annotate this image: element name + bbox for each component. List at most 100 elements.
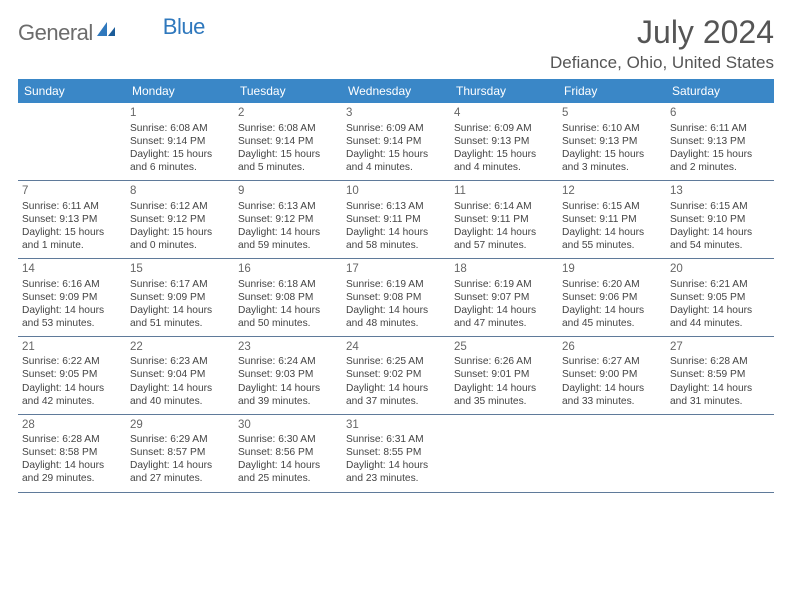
day-details: Sunrise: 6:08 AMSunset: 9:14 PMDaylight:… xyxy=(130,122,230,174)
day-number: 20 xyxy=(670,262,770,277)
sunset-text: Sunset: 9:13 PM xyxy=(670,135,770,148)
sunrise-text: Sunrise: 6:15 AM xyxy=(670,200,770,213)
sunrise-text: Sunrise: 6:25 AM xyxy=(346,355,446,368)
calendar-cell: 12Sunrise: 6:15 AMSunset: 9:11 PMDayligh… xyxy=(558,180,666,258)
calendar-row: 7Sunrise: 6:11 AMSunset: 9:13 PMDaylight… xyxy=(18,180,774,258)
day-details: Sunrise: 6:30 AMSunset: 8:56 PMDaylight:… xyxy=(238,433,338,485)
daylight-text: and 54 minutes. xyxy=(670,239,770,252)
daylight-text: Daylight: 15 hours xyxy=(238,148,338,161)
daylight-text: and 25 minutes. xyxy=(238,472,338,485)
sunset-text: Sunset: 9:05 PM xyxy=(670,291,770,304)
calendar-row: 14Sunrise: 6:16 AMSunset: 9:09 PMDayligh… xyxy=(18,258,774,336)
daylight-text: Daylight: 15 hours xyxy=(22,226,122,239)
sunrise-text: Sunrise: 6:26 AM xyxy=(454,355,554,368)
day-number: 30 xyxy=(238,418,338,433)
day-number: 1 xyxy=(130,106,230,121)
calendar-cell: 8Sunrise: 6:12 AMSunset: 9:12 PMDaylight… xyxy=(126,180,234,258)
calendar-cell: 1Sunrise: 6:08 AMSunset: 9:14 PMDaylight… xyxy=(126,103,234,180)
daylight-text: and 5 minutes. xyxy=(238,161,338,174)
daylight-text: and 51 minutes. xyxy=(130,317,230,330)
day-header: Wednesday xyxy=(342,79,450,103)
day-details: Sunrise: 6:28 AMSunset: 8:59 PMDaylight:… xyxy=(670,355,770,407)
day-details: Sunrise: 6:13 AMSunset: 9:11 PMDaylight:… xyxy=(346,200,446,252)
sunrise-text: Sunrise: 6:11 AM xyxy=(22,200,122,213)
sunrise-text: Sunrise: 6:28 AM xyxy=(22,433,122,446)
daylight-text: and 53 minutes. xyxy=(22,317,122,330)
sunset-text: Sunset: 9:12 PM xyxy=(238,213,338,226)
calendar-cell: 4Sunrise: 6:09 AMSunset: 9:13 PMDaylight… xyxy=(450,103,558,180)
daylight-text: Daylight: 14 hours xyxy=(562,304,662,317)
day-number: 12 xyxy=(562,184,662,199)
day-details: Sunrise: 6:29 AMSunset: 8:57 PMDaylight:… xyxy=(130,433,230,485)
calendar-cell: 19Sunrise: 6:20 AMSunset: 9:06 PMDayligh… xyxy=(558,258,666,336)
sunrise-text: Sunrise: 6:08 AM xyxy=(238,122,338,135)
sunrise-text: Sunrise: 6:18 AM xyxy=(238,278,338,291)
sunrise-text: Sunrise: 6:24 AM xyxy=(238,355,338,368)
calendar-cell: 30Sunrise: 6:30 AMSunset: 8:56 PMDayligh… xyxy=(234,414,342,492)
sunset-text: Sunset: 9:11 PM xyxy=(346,213,446,226)
day-number: 3 xyxy=(346,106,446,121)
calendar-cell: 16Sunrise: 6:18 AMSunset: 9:08 PMDayligh… xyxy=(234,258,342,336)
day-details: Sunrise: 6:15 AMSunset: 9:10 PMDaylight:… xyxy=(670,200,770,252)
calendar-cell: 22Sunrise: 6:23 AMSunset: 9:04 PMDayligh… xyxy=(126,336,234,414)
calendar-cell: 27Sunrise: 6:28 AMSunset: 8:59 PMDayligh… xyxy=(666,336,774,414)
sunset-text: Sunset: 9:13 PM xyxy=(562,135,662,148)
sunset-text: Sunset: 9:09 PM xyxy=(22,291,122,304)
day-details: Sunrise: 6:19 AMSunset: 9:07 PMDaylight:… xyxy=(454,278,554,330)
daylight-text: and 55 minutes. xyxy=(562,239,662,252)
daylight-text: Daylight: 14 hours xyxy=(454,382,554,395)
daylight-text: and 4 minutes. xyxy=(454,161,554,174)
day-number: 31 xyxy=(346,418,446,433)
calendar-cell: 11Sunrise: 6:14 AMSunset: 9:11 PMDayligh… xyxy=(450,180,558,258)
sunrise-text: Sunrise: 6:19 AM xyxy=(454,278,554,291)
day-details: Sunrise: 6:23 AMSunset: 9:04 PMDaylight:… xyxy=(130,355,230,407)
sunset-text: Sunset: 9:14 PM xyxy=(130,135,230,148)
day-number: 24 xyxy=(346,340,446,355)
sunrise-text: Sunrise: 6:30 AM xyxy=(238,433,338,446)
daylight-text: Daylight: 14 hours xyxy=(130,304,230,317)
daylight-text: and 44 minutes. xyxy=(670,317,770,330)
day-number: 11 xyxy=(454,184,554,199)
sunrise-text: Sunrise: 6:22 AM xyxy=(22,355,122,368)
sunset-text: Sunset: 8:57 PM xyxy=(130,446,230,459)
day-number: 23 xyxy=(238,340,338,355)
day-number: 16 xyxy=(238,262,338,277)
daylight-text: and 45 minutes. xyxy=(562,317,662,330)
day-details: Sunrise: 6:12 AMSunset: 9:12 PMDaylight:… xyxy=(130,200,230,252)
sunrise-text: Sunrise: 6:08 AM xyxy=(130,122,230,135)
daylight-text: Daylight: 14 hours xyxy=(562,226,662,239)
calendar-cell-empty xyxy=(450,414,558,492)
sunrise-text: Sunrise: 6:13 AM xyxy=(238,200,338,213)
day-header: Saturday xyxy=(666,79,774,103)
daylight-text: Daylight: 14 hours xyxy=(346,382,446,395)
daylight-text: Daylight: 14 hours xyxy=(670,226,770,239)
daylight-text: Daylight: 14 hours xyxy=(130,459,230,472)
calendar-cell: 29Sunrise: 6:29 AMSunset: 8:57 PMDayligh… xyxy=(126,414,234,492)
calendar-body: 1Sunrise: 6:08 AMSunset: 9:14 PMDaylight… xyxy=(18,103,774,492)
calendar-cell: 2Sunrise: 6:08 AMSunset: 9:14 PMDaylight… xyxy=(234,103,342,180)
brand-left: General xyxy=(18,20,93,46)
location: Defiance, Ohio, United States xyxy=(550,53,774,73)
day-details: Sunrise: 6:16 AMSunset: 9:09 PMDaylight:… xyxy=(22,278,122,330)
calendar-cell: 23Sunrise: 6:24 AMSunset: 9:03 PMDayligh… xyxy=(234,336,342,414)
calendar-cell: 21Sunrise: 6:22 AMSunset: 9:05 PMDayligh… xyxy=(18,336,126,414)
day-number: 27 xyxy=(670,340,770,355)
day-number: 21 xyxy=(22,340,122,355)
day-details: Sunrise: 6:19 AMSunset: 9:08 PMDaylight:… xyxy=(346,278,446,330)
day-details: Sunrise: 6:21 AMSunset: 9:05 PMDaylight:… xyxy=(670,278,770,330)
daylight-text: and 42 minutes. xyxy=(22,395,122,408)
day-number: 15 xyxy=(130,262,230,277)
sunrise-text: Sunrise: 6:14 AM xyxy=(454,200,554,213)
daylight-text: Daylight: 14 hours xyxy=(346,304,446,317)
sunset-text: Sunset: 9:07 PM xyxy=(454,291,554,304)
calendar-cell: 3Sunrise: 6:09 AMSunset: 9:14 PMDaylight… xyxy=(342,103,450,180)
day-number: 26 xyxy=(562,340,662,355)
day-details: Sunrise: 6:15 AMSunset: 9:11 PMDaylight:… xyxy=(562,200,662,252)
day-number: 18 xyxy=(454,262,554,277)
day-header: Friday xyxy=(558,79,666,103)
day-details: Sunrise: 6:24 AMSunset: 9:03 PMDaylight:… xyxy=(238,355,338,407)
calendar-cell: 14Sunrise: 6:16 AMSunset: 9:09 PMDayligh… xyxy=(18,258,126,336)
day-number: 8 xyxy=(130,184,230,199)
daylight-text: Daylight: 15 hours xyxy=(130,226,230,239)
day-number: 10 xyxy=(346,184,446,199)
